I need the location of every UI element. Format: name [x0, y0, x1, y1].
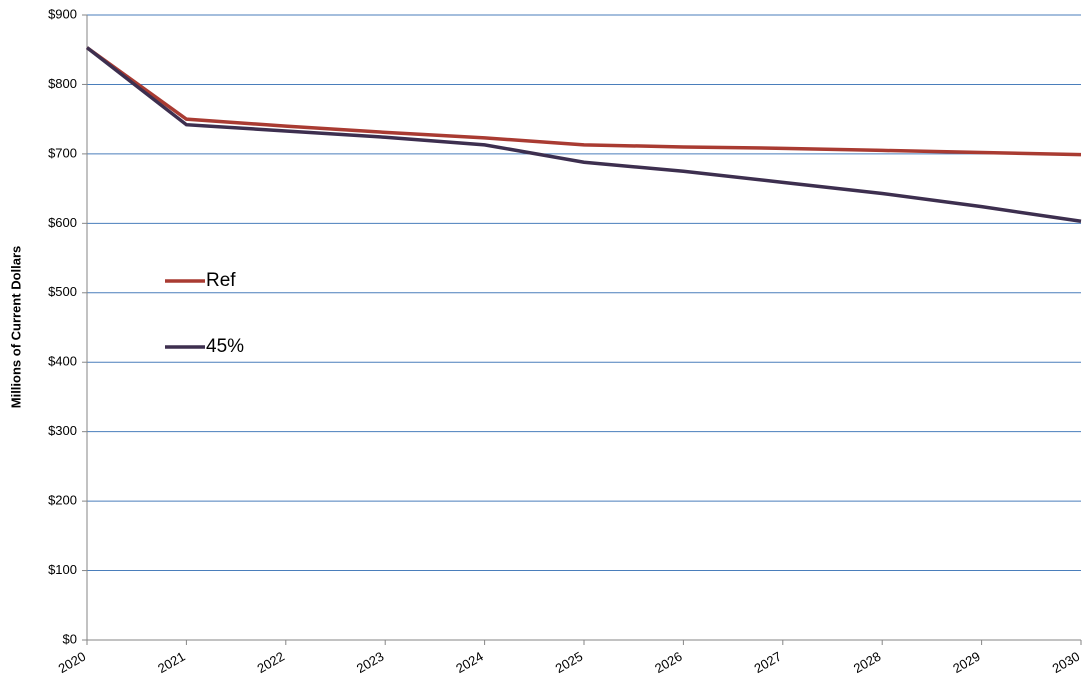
y-tick-label: $200: [48, 493, 77, 508]
x-tick-label: 2030: [1050, 649, 1083, 676]
y-tick-label: $100: [48, 562, 77, 577]
x-tick-label: 2023: [354, 649, 387, 676]
y-axis-title: Millions of Current Dollars: [8, 246, 23, 409]
y-tick-label: $800: [48, 76, 77, 91]
x-tick-label: 2026: [652, 649, 685, 676]
y-tick-label: $700: [48, 145, 77, 160]
x-tick-label: 2029: [950, 649, 983, 676]
x-tick-label: 2020: [56, 649, 89, 676]
x-tick-label: 2021: [155, 649, 188, 676]
y-tick-label: $400: [48, 354, 77, 369]
series-line: [85, 46, 1082, 157]
x-tick-label: 2027: [751, 649, 784, 676]
y-tick-label: $0: [63, 631, 77, 646]
x-tick-label: 2022: [254, 649, 287, 676]
legend-label: Ref: [206, 270, 236, 291]
y-tick-label: $300: [48, 423, 77, 438]
y-tick-label: $600: [48, 215, 77, 230]
x-tick-label: 2025: [553, 649, 586, 676]
y-tick-label: $500: [48, 284, 77, 299]
x-tick-label: 2028: [851, 649, 884, 676]
x-tick-label: 2024: [453, 649, 486, 676]
legend-label: 45%: [206, 336, 244, 357]
y-tick-label: $900: [48, 6, 77, 21]
series-line: [85, 46, 1082, 223]
